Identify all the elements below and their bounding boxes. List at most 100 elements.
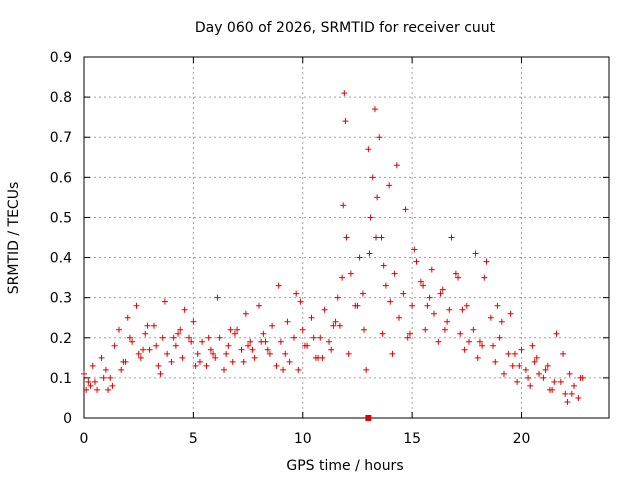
data-point [293, 290, 300, 297]
data-points [81, 90, 586, 421]
data-point [409, 302, 416, 309]
data-point [81, 370, 87, 377]
data-point [89, 362, 96, 369]
data-point [373, 234, 380, 241]
data-point [109, 382, 116, 389]
data-point [459, 306, 466, 313]
data-point [514, 378, 521, 385]
data-point [379, 330, 386, 337]
data-point [308, 314, 315, 321]
data-point [448, 234, 455, 241]
data-point [546, 386, 553, 393]
data-point [422, 326, 429, 333]
data-point [282, 350, 289, 357]
data-point [518, 346, 525, 353]
data-point [444, 318, 451, 325]
data-point [387, 298, 394, 305]
data-point [83, 386, 90, 393]
data-point [146, 346, 153, 353]
data-point [186, 334, 192, 341]
data-point [168, 358, 175, 365]
data-point [332, 318, 339, 325]
data-point [140, 346, 147, 353]
data-point [568, 390, 575, 397]
data-point [374, 194, 381, 201]
data-point [366, 250, 373, 257]
data-point [507, 310, 514, 317]
data-point [142, 330, 149, 337]
data-point [301, 342, 308, 349]
data-point [452, 270, 459, 277]
data-point [269, 322, 276, 329]
data-point [400, 290, 407, 297]
data-point [391, 270, 398, 277]
data-point [396, 314, 402, 321]
data-point [531, 358, 538, 365]
data-point [137, 354, 144, 361]
data-point [476, 338, 483, 345]
data-point [87, 382, 94, 389]
data-point [238, 346, 245, 353]
data-point [247, 338, 254, 345]
y-tick-label: 0.8 [50, 90, 72, 106]
data-point [577, 374, 584, 381]
data-point [562, 390, 569, 397]
data-point [203, 362, 210, 369]
data-point [516, 362, 523, 369]
data-point [326, 338, 332, 345]
data-point [356, 254, 363, 261]
y-tick-label: 0.9 [50, 50, 72, 66]
data-point [188, 338, 195, 345]
data-point [124, 314, 131, 321]
x-tick-label: 10 [294, 431, 312, 447]
data-point [540, 374, 547, 381]
y-tick-label: 0.6 [50, 170, 72, 186]
data-point [461, 346, 468, 353]
data-point [466, 338, 472, 345]
data-point [564, 398, 571, 405]
chart-title: Day 060 of 2026, SRMTID for receiver cuu… [195, 20, 496, 36]
data-point [118, 366, 125, 373]
data-point [509, 362, 516, 369]
data-point [376, 134, 383, 141]
data-point [321, 306, 328, 313]
data-point [522, 366, 529, 373]
data-point [210, 350, 217, 357]
data-point [341, 90, 348, 97]
data-point [544, 362, 551, 369]
data-point [496, 334, 503, 341]
data-point [94, 386, 101, 393]
data-point [361, 326, 367, 333]
data-point [153, 342, 160, 349]
data-point [227, 326, 234, 333]
data-point [420, 282, 427, 289]
data-point [359, 290, 366, 297]
data-point [122, 358, 129, 365]
data-point [347, 270, 354, 277]
data-point [295, 366, 302, 373]
data-point [382, 282, 389, 289]
y-tick-label: 0.2 [50, 331, 72, 347]
data-point [277, 338, 284, 345]
y-tick-label: 0.1 [50, 371, 72, 387]
data-point [389, 350, 396, 357]
data-point [536, 370, 542, 377]
data-point [214, 294, 221, 301]
data-point [251, 354, 258, 361]
data-point [553, 330, 560, 337]
data-point [472, 250, 479, 257]
data-point [437, 290, 444, 297]
data-point [207, 346, 214, 353]
data-point [161, 298, 168, 305]
data-point [424, 302, 431, 309]
data-point [494, 302, 501, 309]
grid [84, 57, 609, 418]
data-point [275, 282, 282, 289]
data-point [393, 162, 400, 169]
data-point [417, 278, 424, 285]
data-point [435, 338, 442, 345]
data-point [151, 322, 157, 329]
data-point [343, 234, 350, 241]
data-point [542, 366, 549, 373]
data-point [446, 306, 453, 313]
